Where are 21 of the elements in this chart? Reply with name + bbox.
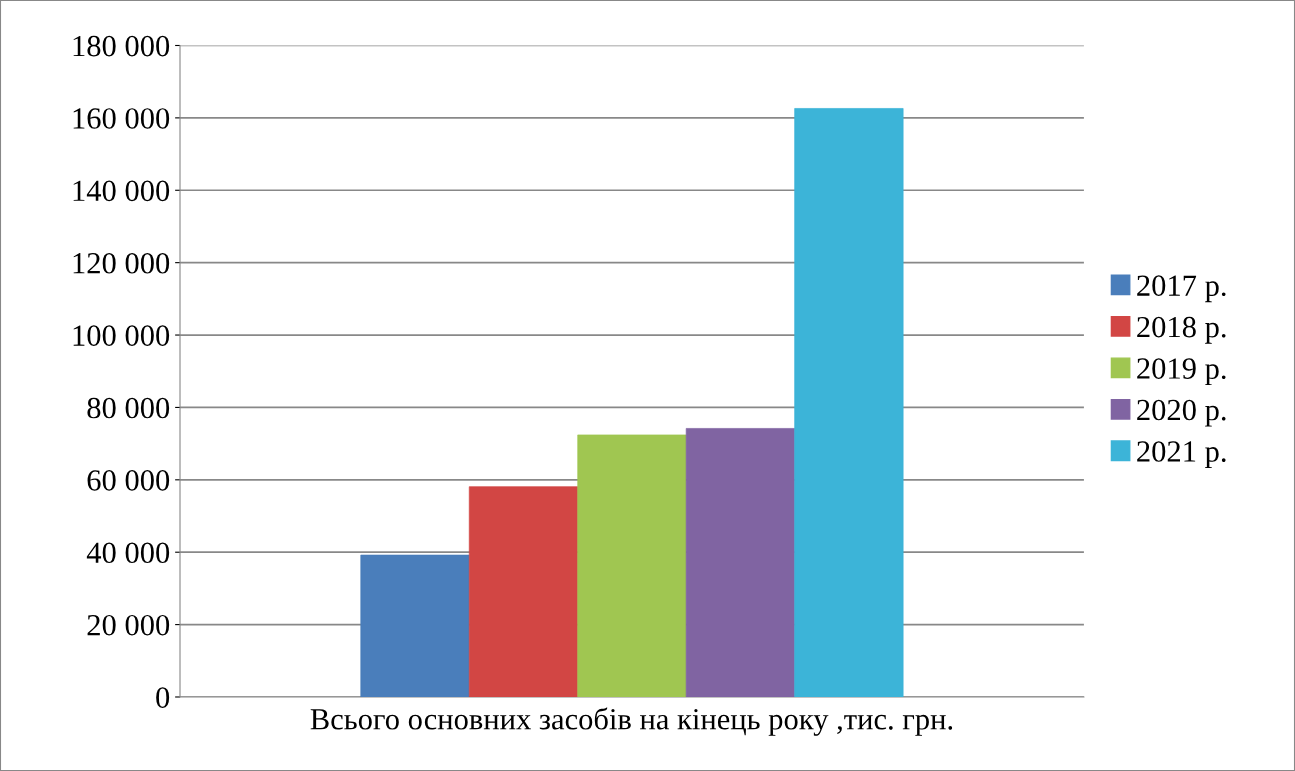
y-tick-label: 160 000	[73, 108, 170, 129]
legend-label: 2017 р.	[1137, 275, 1226, 303]
y-tick-label: 60 000	[87, 470, 170, 491]
legend-label: 2021 р.	[1137, 441, 1226, 469]
y-tick-label: 140 000	[73, 180, 170, 202]
bar	[577, 434, 687, 697]
y-tick-label: 100 000	[73, 325, 170, 346]
legend-label: 2019 р.	[1137, 358, 1226, 386]
y-tick-label: 180 000	[73, 35, 170, 57]
y-tick-label: 120 000	[73, 252, 170, 274]
y-tick-label: 20 000	[87, 614, 170, 636]
x-axis-title: Всього основних засобів на кінець року ,тис. грн.	[310, 707, 953, 736]
bar	[360, 554, 470, 697]
y-tick-label: 80 000	[87, 397, 170, 419]
legend-label: 2018 р.	[1137, 316, 1226, 344]
y-tick-label: 40 000	[86, 542, 170, 564]
bar	[794, 108, 904, 697]
legend-label: 2020 р.	[1137, 399, 1226, 427]
bar	[468, 486, 579, 697]
y-tick-label: 0	[156, 687, 170, 708]
bar	[685, 428, 796, 697]
